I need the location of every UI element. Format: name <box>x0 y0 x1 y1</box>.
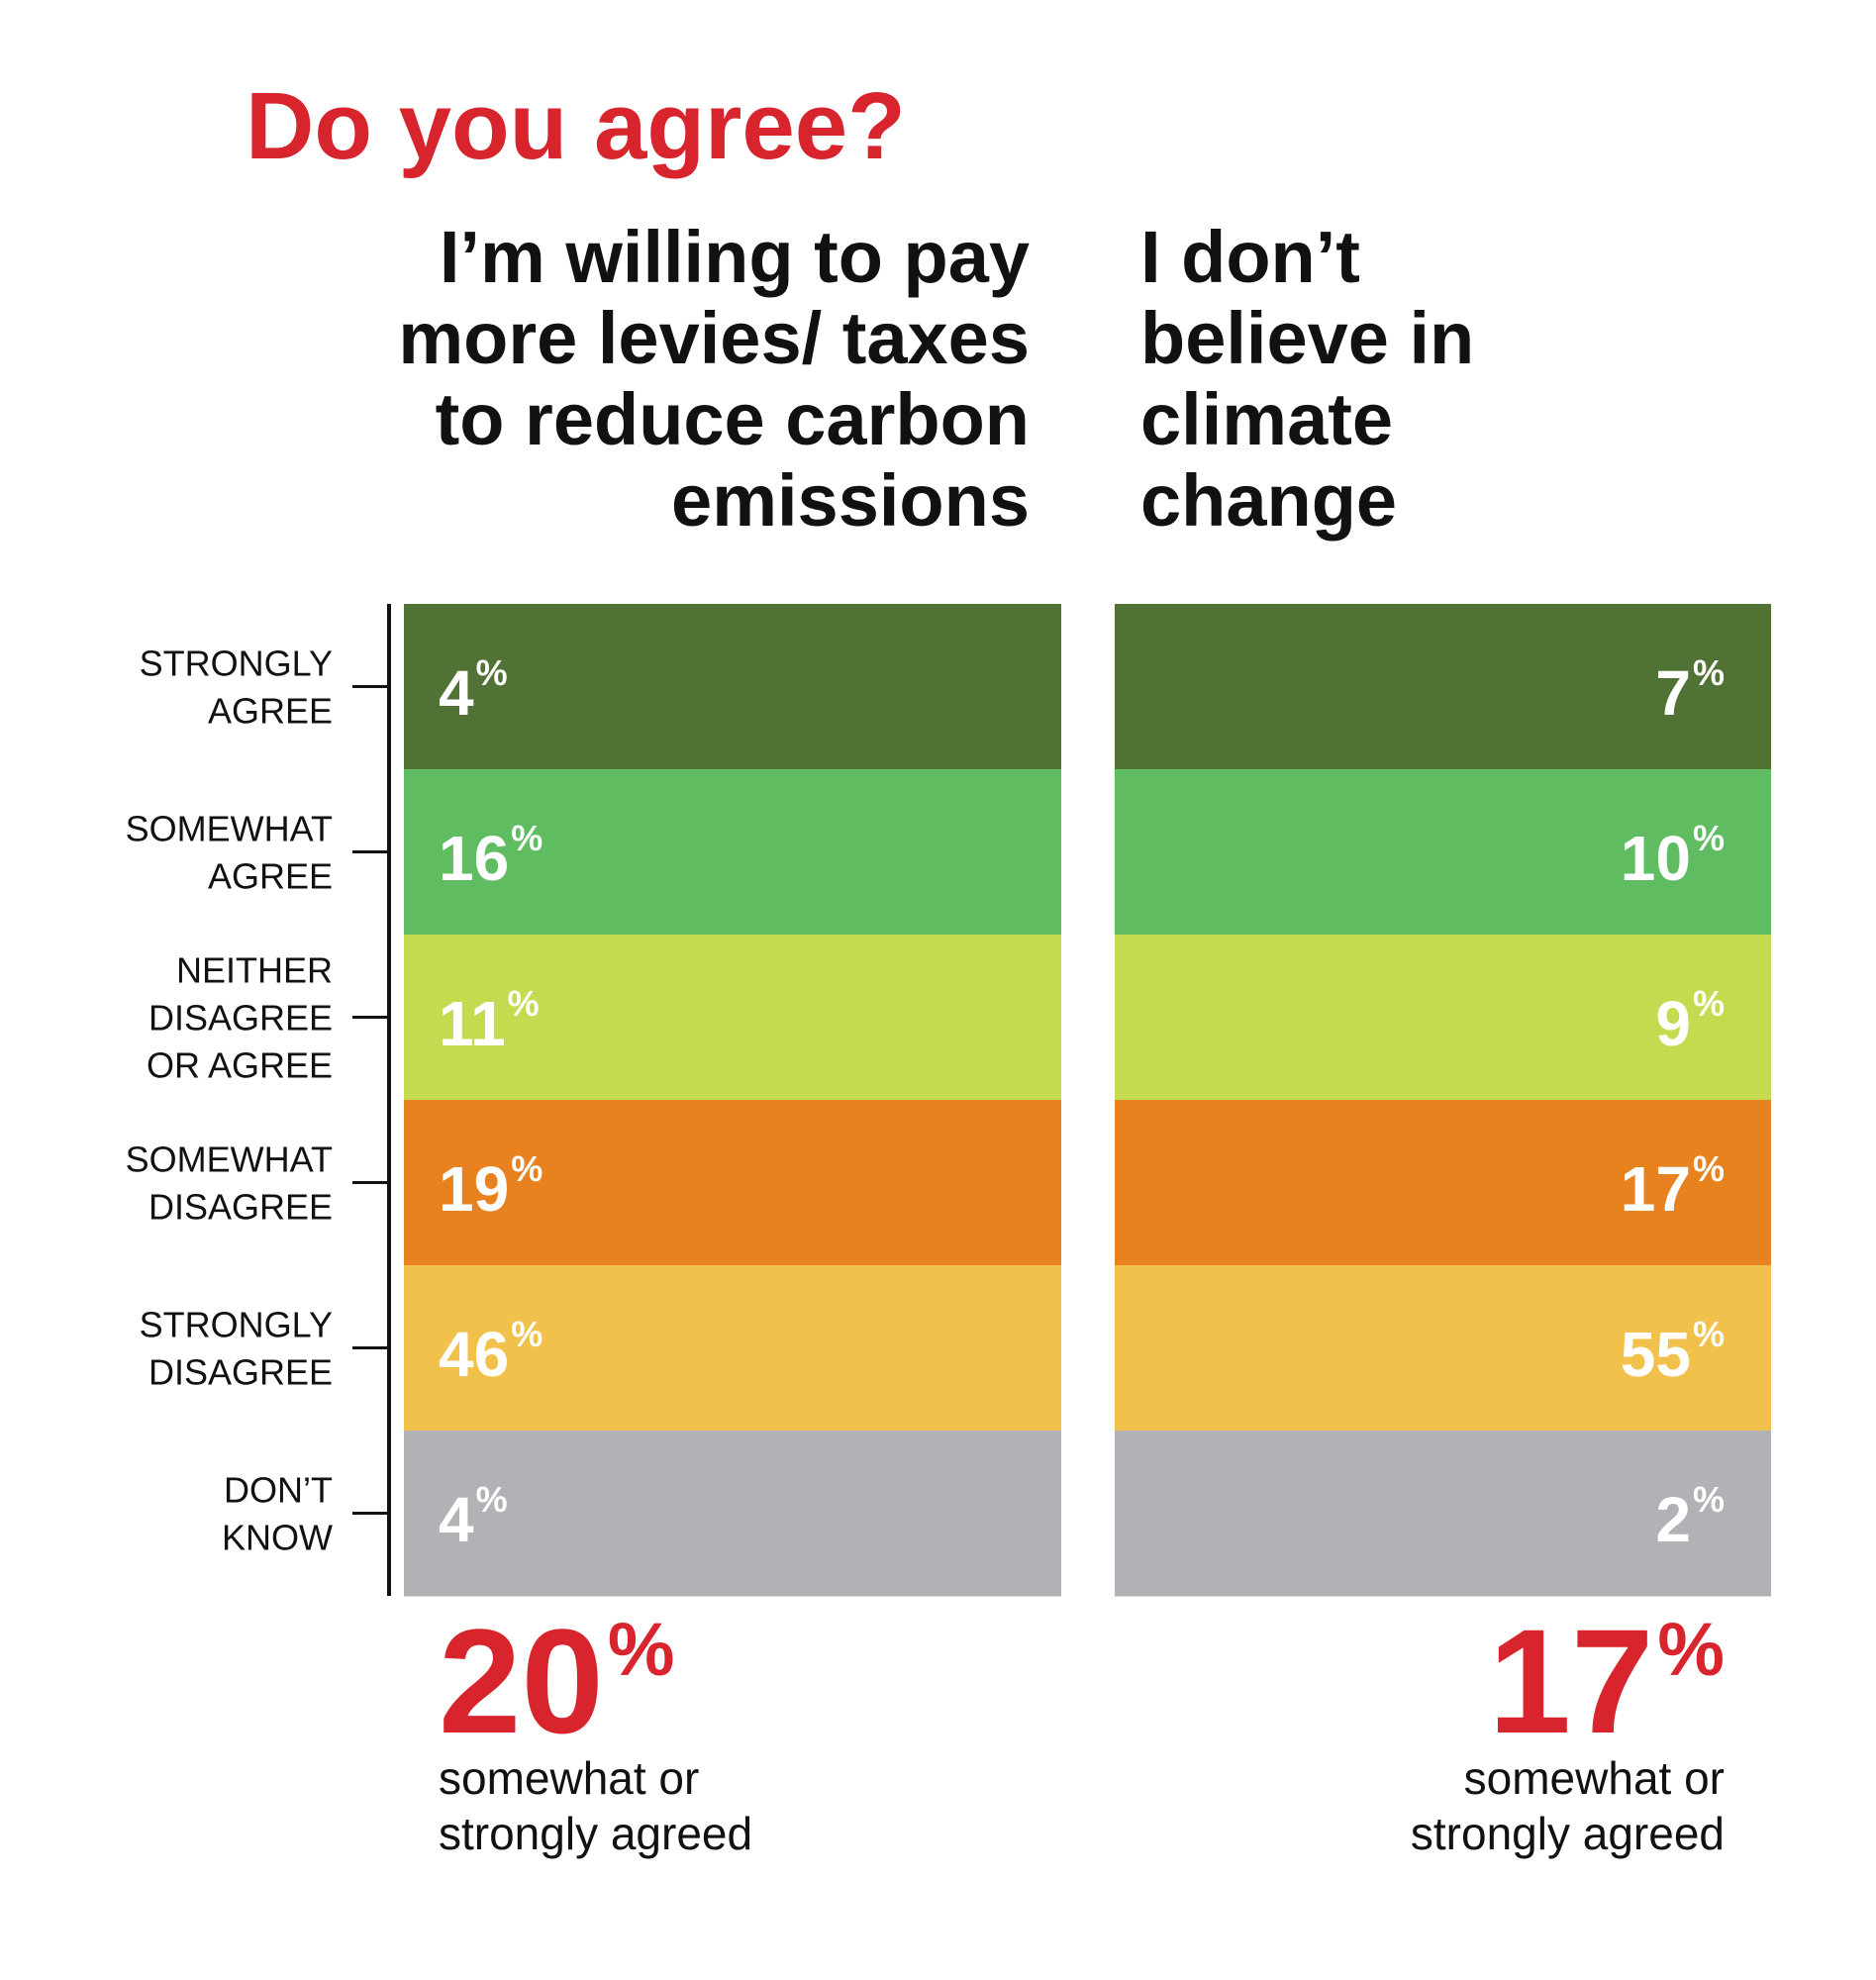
value-label: 9% <box>1655 983 1725 1059</box>
bar-segment <box>1115 1265 1771 1432</box>
value-label: 2% <box>1655 1479 1725 1555</box>
value-label: 4% <box>439 1479 508 1555</box>
series-title: I don’t believe in climate change <box>1140 216 1474 542</box>
value-label: 4% <box>439 652 508 729</box>
bar-segment <box>404 935 1061 1101</box>
category-label: DON’T KNOW <box>222 1470 333 1558</box>
bar-segment <box>404 1431 1061 1597</box>
category-label: STRONGLY AGREE <box>140 644 333 732</box>
category-label: SOMEWHAT AGREE <box>126 809 333 897</box>
category-label: SOMEWHAT DISAGREE <box>126 1139 333 1228</box>
value-label: 10% <box>1621 818 1725 894</box>
bar-segment <box>1115 769 1771 936</box>
series-title: I’m willing to pay more levies/ taxes to r… <box>398 216 1030 542</box>
bar-segment <box>404 1100 1061 1266</box>
value-label: 16% <box>439 818 543 894</box>
question-headers: I’m willing to pay more levies/ taxes to r… <box>398 216 1474 542</box>
value-label: 11% <box>439 983 540 1059</box>
value-label: 7% <box>1655 652 1725 729</box>
bar-segment <box>404 604 1061 770</box>
category-label: NEITHER DISAGREE OR AGREE <box>147 950 333 1086</box>
stacked-bars <box>404 604 1771 1597</box>
value-label: 19% <box>439 1148 543 1225</box>
chart-title: Do you agree? <box>246 73 906 179</box>
bar-segment <box>404 1265 1061 1432</box>
bar-segment <box>1115 1431 1771 1597</box>
agree-total-note: somewhat or strongly agreed <box>1411 1752 1725 1859</box>
value-labels: 4% 16% 11% 19% 46% 4% 7% 10% 9% 17% 55% 2% <box>439 652 1725 1555</box>
value-label: 17% <box>1621 1148 1725 1225</box>
agree-total-note: somewhat or strongly agreed <box>439 1752 752 1859</box>
bar-segment <box>1115 935 1771 1101</box>
agree-totals: 20%somewhat or strongly agreed17%somewhat… <box>439 1598 1725 1859</box>
bar-segment <box>1115 604 1771 770</box>
agree-total: 20% <box>439 1598 674 1764</box>
value-label: 55% <box>1621 1314 1725 1390</box>
category-labels: STRONGLY AGREE SOMEWHAT AGREE NEITHER DISAGRE… <box>126 644 388 1558</box>
category-label: STRONGLY DISAGREE <box>140 1305 333 1393</box>
bar-segment <box>404 769 1061 936</box>
bar-segment <box>1115 1100 1771 1266</box>
agree-total: 17% <box>1489 1598 1725 1764</box>
value-label: 46% <box>439 1314 543 1390</box>
